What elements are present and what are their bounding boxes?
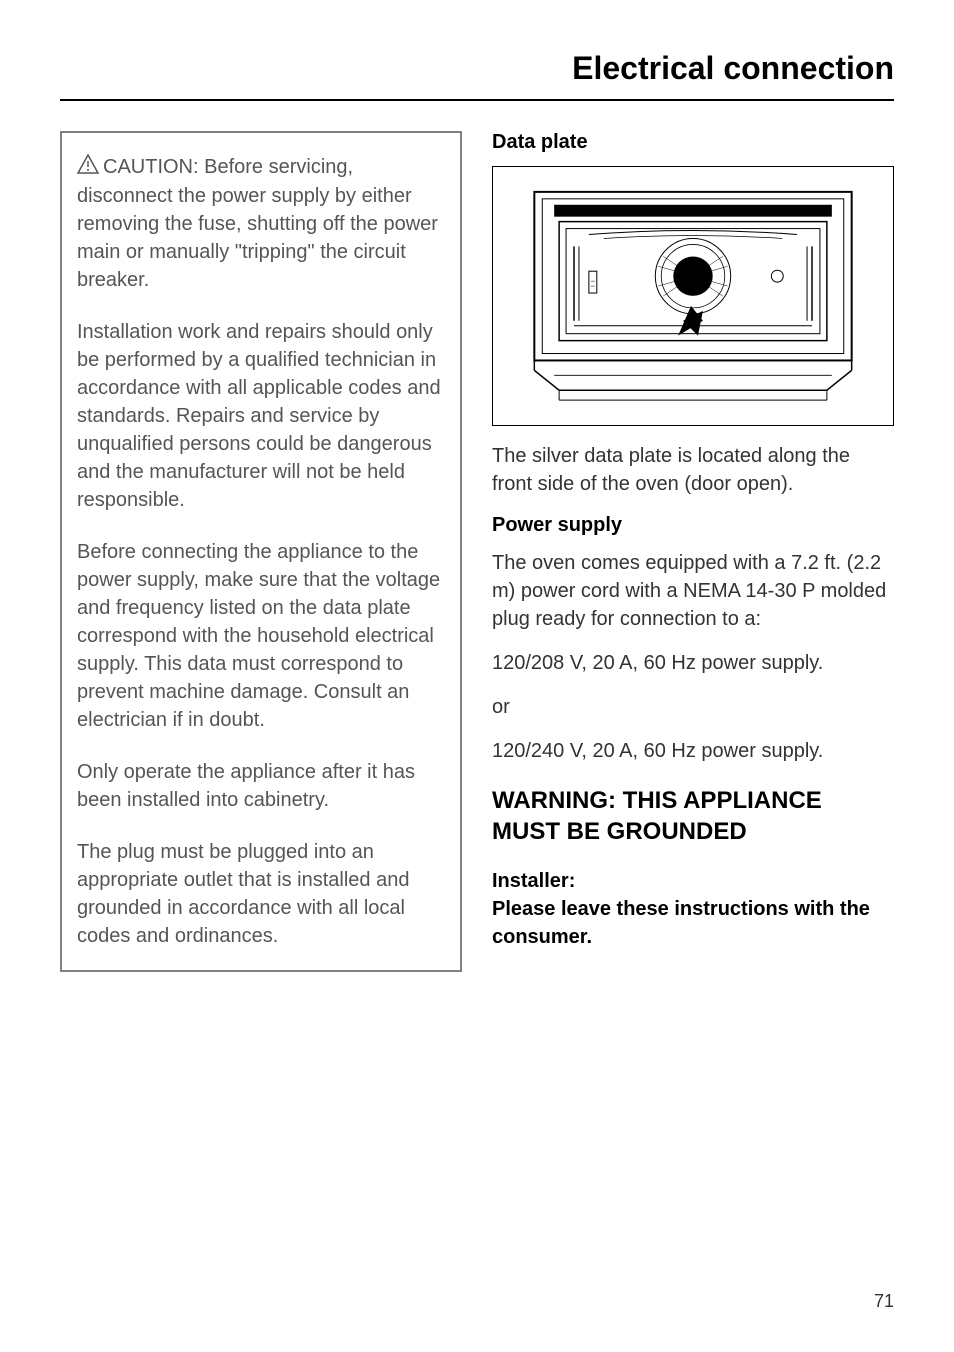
page-number: 71 [874, 1291, 894, 1312]
power-spec-2: 120/240 V, 20 A, 60 Hz power supply. [492, 737, 894, 765]
warning-triangle-icon [77, 154, 99, 182]
right-column: Data plate [492, 131, 894, 972]
caution-text-1: CAUTION: Before servicing, disconnect th… [77, 156, 438, 291]
content-area: CAUTION: Before servicing, disconnect th… [60, 131, 894, 972]
data-plate-text: The silver data plate is located along t… [492, 442, 894, 498]
power-supply-intro: The oven comes equipped with a 7.2 ft. (… [492, 549, 894, 633]
oven-diagram [492, 166, 894, 426]
data-plate-heading: Data plate [492, 131, 894, 154]
page-title: Electrical connection [60, 50, 894, 87]
installer-text: Please leave these instructions with the… [492, 898, 870, 948]
caution-para-1: CAUTION: Before servicing, disconnect th… [77, 153, 445, 294]
left-column: CAUTION: Before servicing, disconnect th… [60, 131, 462, 972]
power-supply-heading: Power supply [492, 514, 894, 537]
caution-para-4: Only operate the appliance after it has … [77, 758, 445, 814]
or-text: or [492, 693, 894, 721]
installer-note: Installer: Please leave these instructio… [492, 867, 894, 951]
caution-para-5: The plug must be plugged into an appropr… [77, 838, 445, 950]
oven-diagram-svg [503, 177, 883, 415]
caution-box: CAUTION: Before servicing, disconnect th… [60, 131, 462, 972]
installer-label: Installer: [492, 870, 575, 892]
page-header: Electrical connection [60, 50, 894, 101]
warning-heading: WARNING: THIS APPLIANCE MUST BE GROUNDED [492, 785, 894, 847]
caution-para-3: Before connecting the appliance to the p… [77, 538, 445, 734]
caution-para-2: Installation work and repairs should onl… [77, 318, 445, 514]
power-spec-1: 120/208 V, 20 A, 60 Hz power supply. [492, 649, 894, 677]
